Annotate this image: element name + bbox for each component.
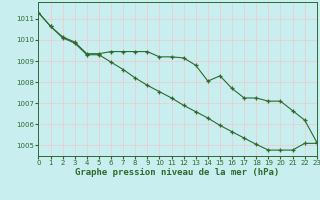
X-axis label: Graphe pression niveau de la mer (hPa): Graphe pression niveau de la mer (hPa) (76, 168, 280, 177)
